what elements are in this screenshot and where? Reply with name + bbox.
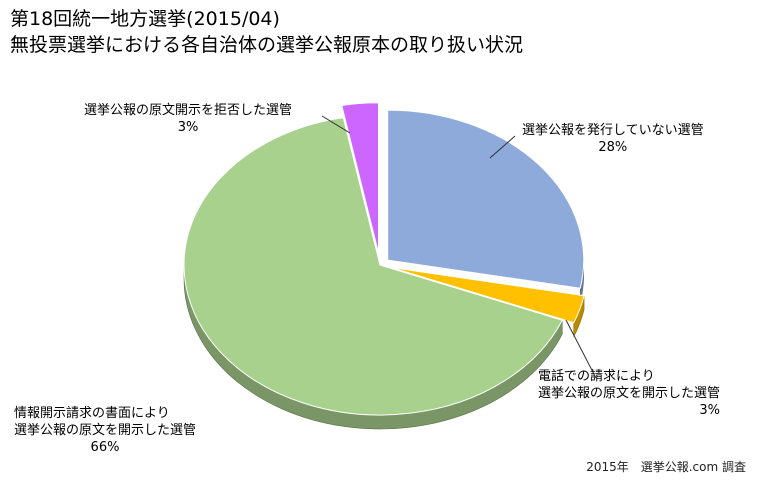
slice-written-request (183, 117, 563, 416)
leader-no-publication (489, 135, 516, 159)
label-phone-request-pct: 3% (699, 403, 721, 418)
source-credit: 2015年 選挙公報.com 調査 (586, 460, 746, 474)
slice-no-publication (387, 109, 585, 289)
label-refused: 選挙公報の原文開示を拒否した選管 3% (84, 102, 292, 136)
label-phone-request-line2: 選挙公報の原文を開示した選管 (538, 386, 721, 401)
slice-refused (341, 102, 379, 253)
leader-refused (321, 115, 351, 134)
label-written-request-pct: 66% (90, 440, 120, 455)
label-refused-text: 選挙公報の原文開示を拒否した選管 (84, 103, 293, 118)
label-no-publication-pct: 28% (598, 140, 628, 155)
label-phone-request: 電話での請求により 選挙公報の原文を開示した選管 3% (538, 368, 720, 419)
label-no-publication: 選挙公報を発行していない選管 28% (522, 122, 704, 156)
chart-title: 第18回統一地方選挙(2015/04) 無投票選挙における各自治体の選挙公報原本… (10, 6, 523, 58)
label-written-request-line1: 情報開示請求の書面により (14, 406, 170, 421)
leader-phone-request (565, 319, 597, 379)
label-phone-request-line1: 電話での請求により (538, 369, 655, 384)
label-written-request-line2: 選挙公報の原文を開示した選管 (14, 423, 197, 438)
slice-phone-request (391, 267, 585, 324)
title-line-1: 第18回統一地方選挙(2015/04) (10, 8, 280, 30)
title-line-2: 無投票選挙における各自治体の選挙公報原本の取り扱い状況 (10, 34, 524, 56)
label-no-publication-text: 選挙公報を発行していない選管 (522, 123, 704, 138)
label-refused-pct: 3% (177, 120, 199, 135)
label-written-request: 情報開示請求の書面により 選挙公報の原文を開示した選管 66% (14, 405, 196, 456)
